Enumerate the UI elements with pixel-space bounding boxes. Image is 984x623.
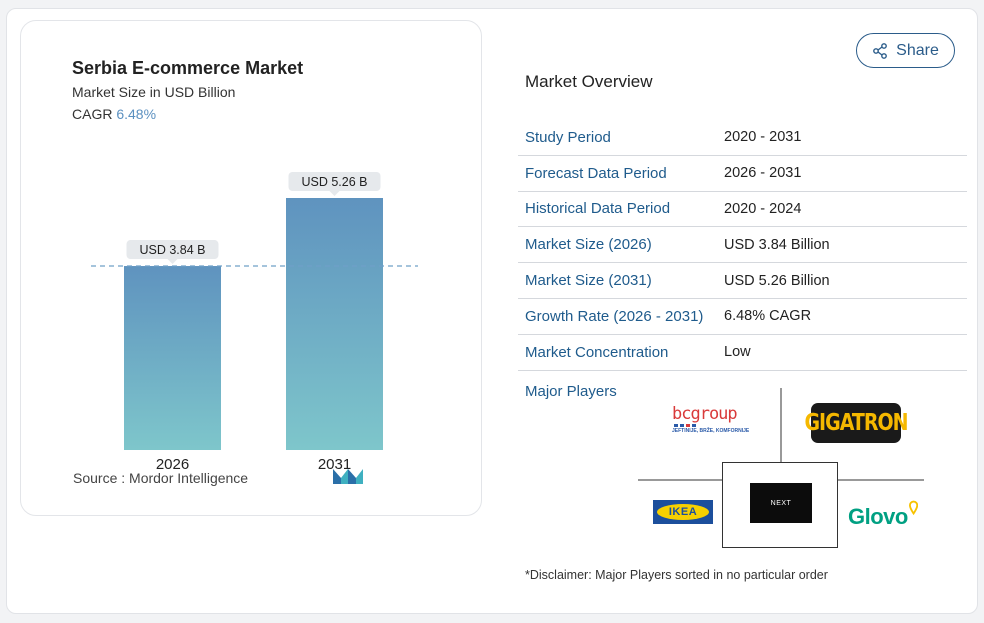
ikea-logo[interactable]: IKEA: [653, 500, 713, 524]
row-key[interactable]: Market Size (2026): [525, 236, 652, 254]
row-value: 6.48% CAGR: [724, 308, 812, 325]
data-label-2031: USD 5.26 B: [288, 172, 381, 196]
bar-2031: [286, 198, 383, 450]
bcgroup-logo[interactable]: bcgroup JEFTINIJE, BRŽE, KOMFORNIJE: [672, 404, 750, 445]
x-tick-label: 2026: [156, 456, 189, 473]
data-label-text: USD 5.26 B: [301, 175, 367, 189]
next-logo[interactable]: NEXT: [750, 483, 812, 523]
data-label-2026: USD 3.84 B: [126, 240, 219, 265]
glovo-pin-icon: [908, 500, 918, 516]
row-value: USD 3.84 Billion: [724, 236, 830, 253]
data-label-text: USD 3.84 B: [139, 243, 205, 257]
table-row: Historical Data Period 2020 - 2024: [518, 192, 967, 228]
table-row: Growth Rate (2026 - 2031) 6.48% CAGR: [518, 299, 967, 335]
chart-subtitle: Market Size in USD Billion: [72, 84, 236, 100]
share-icon: [873, 42, 888, 59]
table-row: Market Size (2026) USD 3.84 Billion: [518, 227, 967, 264]
row-key[interactable]: Historical Data Period: [525, 200, 671, 218]
disclaimer: *Disclaimer: Major Players sorted in no …: [525, 568, 828, 582]
chart-cagr: CAGR 6.48%: [72, 106, 156, 122]
bar-2026: [124, 266, 221, 450]
cagr-value: 6.48%: [116, 106, 157, 122]
row-value: 2026 - 2031: [724, 165, 802, 182]
share-button[interactable]: Share: [856, 33, 955, 68]
market-overview-table: Study Period 2020 - 2031 Forecast Data Pe…: [518, 120, 967, 371]
row-key[interactable]: Market Size (2031): [525, 272, 652, 290]
table-row: Market Size (2031) USD 5.26 Billion: [518, 263, 967, 299]
cagr-label: CAGR: [72, 106, 113, 122]
table-row: Study Period 2020 - 2031: [518, 120, 967, 156]
table-row: Forecast Data Period 2026 - 2031: [518, 156, 967, 192]
gigatron-logo[interactable]: GIGATRON: [804, 403, 909, 443]
row-key[interactable]: Study Period: [525, 128, 611, 146]
row-value: 2020 - 2024: [724, 200, 802, 217]
glovo-name: Glovo: [848, 504, 908, 529]
chart-card: [20, 20, 482, 516]
x-tick-label: 2031: [318, 456, 351, 473]
gigatron-name: GIGATRON: [804, 409, 908, 437]
major-players-label[interactable]: Major Players: [525, 383, 617, 400]
glovo-logo[interactable]: Glovo: [848, 494, 918, 530]
row-key[interactable]: Forecast Data Period: [525, 164, 667, 182]
row-key[interactable]: Growth Rate (2026 - 2031): [525, 307, 704, 325]
market-overview-title: Market Overview: [525, 72, 653, 91]
bar-chart: USD 3.84 B 2026 USD 5.26 B 2031: [91, 172, 418, 473]
ikea-name: IKEA: [668, 506, 698, 518]
chart-title: Serbia E-commerce Market: [72, 58, 304, 78]
row-value: Low: [724, 344, 751, 361]
bcgroup-name: bcgroup: [672, 404, 738, 424]
share-label: Share: [896, 41, 939, 59]
bcgroup-tagline: JEFTINIJE, BRŽE, KOMFORNIJE: [672, 428, 750, 434]
mordor-intelligence-logo-icon: [333, 469, 363, 484]
row-key[interactable]: Market Concentration: [525, 343, 669, 361]
next-name: NEXT: [770, 499, 792, 507]
chart-source: Source : Mordor Intelligence: [73, 470, 249, 486]
row-value: 2020 - 2031: [724, 129, 802, 146]
table-row: Market Concentration Low: [518, 335, 967, 371]
row-value: USD 5.26 Billion: [724, 272, 830, 289]
